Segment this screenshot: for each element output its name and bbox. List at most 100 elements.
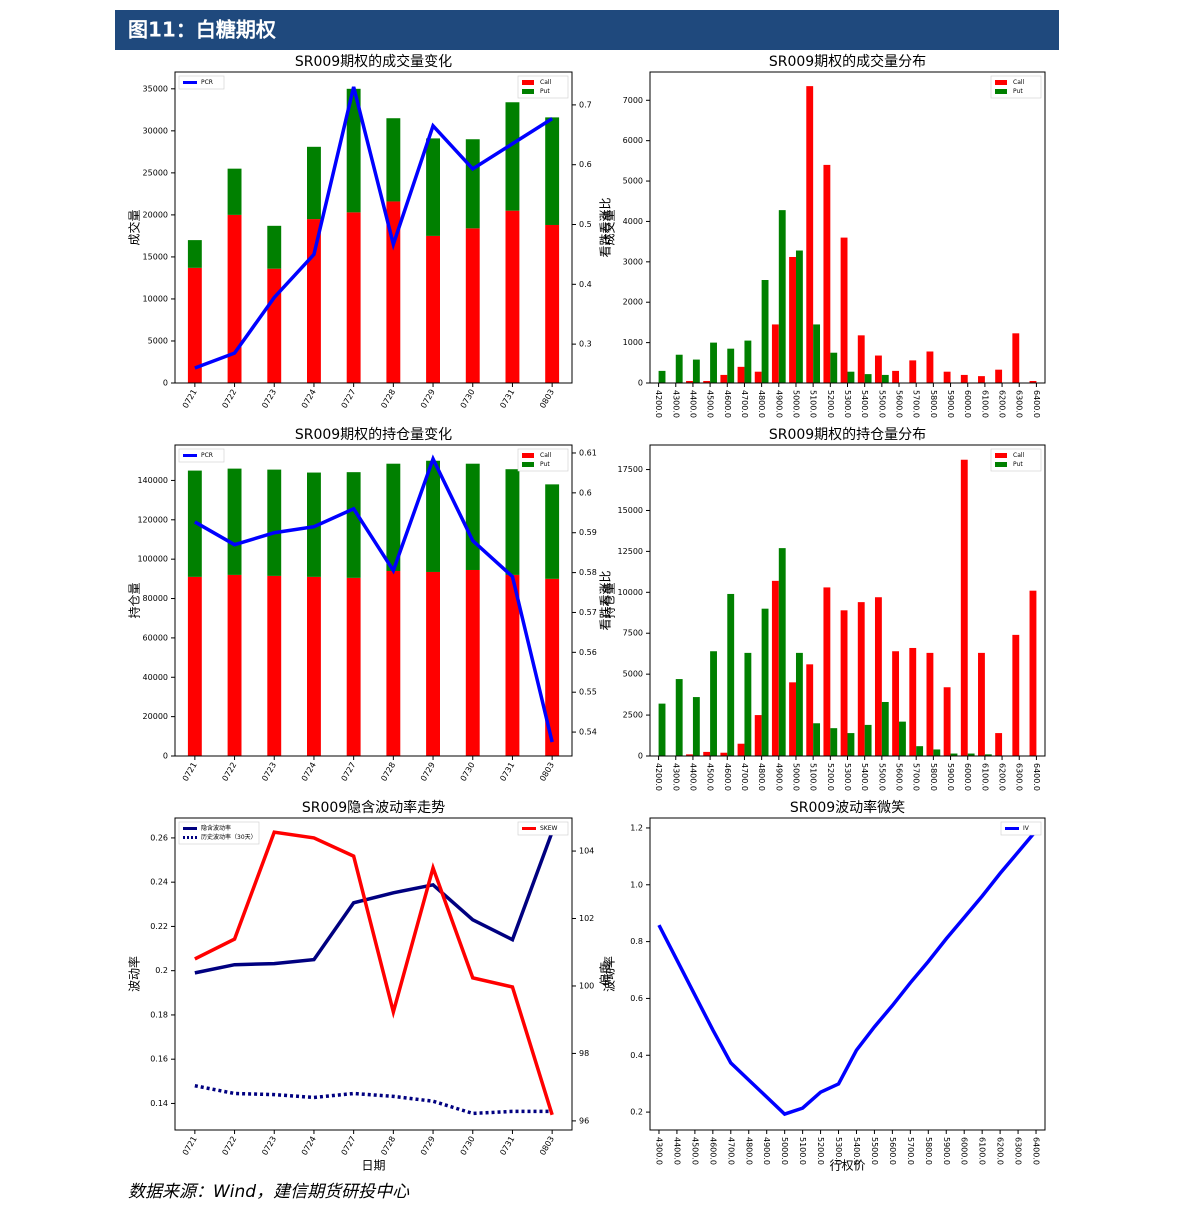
x-tick-label: 4800.0	[744, 1137, 753, 1165]
y2-tick-label: 0.4	[579, 280, 592, 289]
x-tick-label: 5800.0	[924, 1137, 933, 1165]
bar	[823, 587, 831, 756]
y-tick-label: 15000	[143, 252, 168, 261]
legend-label: SKEW	[540, 825, 558, 832]
legend-label: Put	[540, 461, 550, 468]
legend-label: PCR	[201, 452, 213, 459]
y-tick-label: 5000	[623, 177, 643, 186]
x-tick-label: 6200.0	[998, 763, 1007, 791]
bar	[778, 210, 786, 383]
bar	[658, 370, 666, 383]
x-tick-label: 5600.0	[895, 763, 904, 791]
bar	[967, 753, 975, 756]
x-tick-label: 4500.0	[690, 1137, 699, 1165]
bar	[737, 743, 745, 756]
bar	[720, 374, 728, 383]
x-tick-label: 0723	[260, 761, 278, 783]
y2-axis-label: 看跌看涨比	[598, 570, 613, 630]
bar	[806, 664, 814, 756]
bar	[754, 715, 762, 756]
bar	[386, 463, 401, 571]
bar	[545, 117, 560, 225]
line	[194, 86, 554, 370]
bar	[227, 574, 242, 756]
plot-frame	[174, 817, 573, 1131]
x-tick-label: 0731	[498, 388, 516, 410]
x-tick-label: 6400.0	[1032, 1137, 1041, 1165]
bar	[267, 268, 282, 383]
x-tick-label: 0724	[300, 388, 318, 410]
bar	[813, 723, 821, 756]
y2-tick-label: 0.54	[579, 728, 597, 737]
x-tick-label: 6300.0	[1015, 763, 1024, 791]
bar	[761, 280, 769, 383]
bar	[995, 369, 1003, 383]
chart-title: SR009波动率微笑	[790, 799, 905, 816]
x-tick-label: 6300.0	[1014, 1137, 1023, 1165]
x-tick-label: 0803	[538, 761, 556, 783]
legend-swatch	[995, 80, 1007, 85]
y2-tick-label: 0.57	[579, 608, 597, 617]
x-tick-label: 0723	[260, 1135, 278, 1157]
bar	[899, 721, 906, 756]
plot-frame	[649, 444, 1046, 757]
y-tick-label: 0.8	[630, 937, 643, 946]
bar	[386, 570, 401, 756]
y2-axis-label: 偏度	[598, 962, 613, 986]
bar	[727, 593, 735, 756]
bar	[545, 484, 560, 579]
chart-title: SR009期权的持仓量分布	[769, 427, 926, 443]
bar	[307, 576, 321, 756]
bar	[978, 652, 985, 756]
bar	[1029, 380, 1037, 383]
y-tick-label: 60000	[143, 633, 168, 642]
x-tick-label: 5500.0	[870, 1137, 879, 1165]
y-tick-label: 5000	[148, 336, 168, 345]
x-tick-label: 0727	[340, 761, 358, 783]
x-tick-label: 6200.0	[998, 390, 1007, 418]
bar	[771, 580, 779, 756]
bar	[778, 548, 786, 756]
line	[657, 829, 1038, 1117]
y-tick-label: 100000	[137, 555, 168, 564]
x-tick-label: 0731	[498, 1135, 516, 1157]
x-tick-label: 4400.0	[688, 763, 697, 791]
bar	[847, 371, 855, 383]
bar	[823, 164, 831, 383]
bar	[227, 468, 242, 575]
x-tick-label: 4700.0	[726, 1137, 735, 1165]
y2-tick-label: 104	[579, 847, 594, 856]
bar	[761, 608, 769, 756]
x-tick-label: 5700.0	[912, 390, 921, 418]
y2-tick-label: 102	[579, 914, 594, 923]
chart-title: SR009期权的持仓量变化	[295, 427, 452, 443]
x-tick-label: 5900.0	[942, 1137, 951, 1165]
legend-label: PCR	[201, 79, 213, 86]
x-tick-label: 0721	[181, 388, 199, 410]
y-tick-label: 15000	[618, 506, 643, 515]
bar	[307, 146, 321, 220]
y2-tick-label: 0.58	[579, 568, 597, 577]
bar	[267, 575, 282, 756]
x-tick-label: 0730	[459, 388, 477, 410]
x-tick-label: 5400.0	[852, 1137, 861, 1165]
y-tick-label: 0.6	[630, 994, 643, 1003]
x-tick-label: 0729	[419, 388, 437, 410]
bar	[227, 168, 242, 215]
legend-label: Call	[1013, 79, 1025, 86]
y-tick-label: 10000	[143, 294, 168, 303]
plot-frame	[649, 71, 1046, 384]
bar	[1012, 333, 1020, 383]
y2-tick-label: 0.61	[579, 448, 597, 457]
x-tick-label: 5500.0	[877, 763, 886, 791]
y-axis-label: 成交量	[602, 209, 617, 245]
x-axis-label: 行权价	[829, 1159, 865, 1173]
x-tick-label: 5200.0	[816, 1137, 825, 1165]
chart-title: SR009期权的成交量分布	[769, 53, 926, 70]
chart-title: SR009期权的成交量变化	[295, 53, 452, 70]
x-tick-label: 6100.0	[980, 390, 989, 418]
bar	[465, 228, 480, 383]
y-tick-label: 0	[163, 379, 168, 388]
bar	[346, 212, 361, 383]
x-tick-label: 0731	[498, 761, 516, 783]
